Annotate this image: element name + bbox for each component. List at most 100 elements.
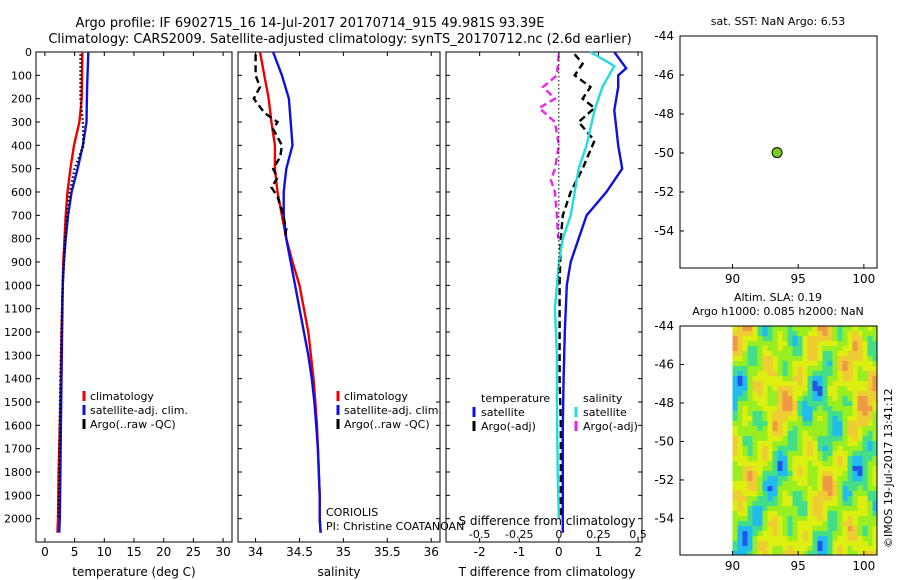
heatmap-cell <box>757 401 763 407</box>
heatmap-cell <box>772 506 778 512</box>
heatmap-cell <box>782 441 788 447</box>
heatmap-cell <box>862 421 868 427</box>
heatmap-cell <box>852 371 858 377</box>
heatmap-cell <box>792 476 798 482</box>
heatmap-cell <box>782 491 788 497</box>
heatmap-cell <box>857 481 863 487</box>
heatmap-cell <box>777 396 783 402</box>
heatmap-cell <box>767 496 773 502</box>
heatmap-cell <box>762 376 768 382</box>
heatmap-cell <box>752 396 758 402</box>
heatmap-cell <box>857 366 863 372</box>
heatmap-cell <box>757 501 763 507</box>
heatmap-cell <box>752 406 758 412</box>
heatmap-cell <box>832 366 838 372</box>
heatmap-cell <box>817 476 823 482</box>
heatmap-cell <box>847 511 853 517</box>
heatmap-cell <box>787 471 793 477</box>
heatmap-cell <box>827 381 833 387</box>
heatmap-cell <box>732 436 738 442</box>
heatmap-cell <box>832 511 838 517</box>
heatmap-cell <box>802 471 808 477</box>
heatmap-cell <box>777 476 783 482</box>
heatmap-cell <box>822 481 828 487</box>
heatmap-cell <box>822 436 828 442</box>
heatmap-cell <box>732 361 738 367</box>
heatmap-cell <box>832 326 838 332</box>
heatmap-cell <box>772 441 778 447</box>
heatmap-cell <box>837 451 843 457</box>
heatmap-cell <box>767 546 773 552</box>
heatmap-cell <box>767 506 773 512</box>
heatmap-cell <box>792 546 798 552</box>
heatmap-cell <box>757 411 763 417</box>
heatmap-cell <box>782 506 788 512</box>
heatmap-cell <box>742 346 748 352</box>
x-tick-label: 30 <box>215 545 230 559</box>
heatmap-cell <box>767 331 773 337</box>
heatmap-cell <box>832 346 838 352</box>
heatmap-cell <box>797 551 803 556</box>
heatmap-cell <box>807 531 813 537</box>
heatmap-cell <box>842 531 848 537</box>
heatmap-cell <box>752 356 758 362</box>
temperature-ticks: 0 5 10 15 20 25 30 <box>41 52 231 559</box>
heatmap-cell <box>872 511 878 517</box>
heatmap-cell <box>752 466 758 472</box>
heatmap-cell <box>802 331 808 337</box>
heatmap-cell <box>762 371 768 377</box>
heatmap-cell <box>857 426 863 432</box>
annotation-pi: PI: Christine COATANOAN <box>326 520 464 533</box>
heatmap-cell <box>832 516 838 522</box>
heatmap-cell <box>832 371 838 377</box>
heatmap-cell <box>787 416 793 422</box>
heatmap-cell <box>817 441 823 447</box>
heatmap-cell <box>792 551 798 556</box>
heatmap-cell <box>767 411 773 417</box>
heatmap-cell <box>782 461 788 467</box>
heatmap-cell <box>782 446 788 452</box>
heatmap-cell <box>767 466 773 472</box>
heatmap-cell <box>797 436 803 442</box>
heatmap-cell <box>787 401 793 407</box>
heatmap-cell <box>857 326 863 332</box>
heatmap-cell <box>872 476 878 482</box>
heatmap-cell <box>847 436 853 442</box>
heatmap-cell <box>757 341 763 347</box>
sla-heatmap <box>732 326 878 556</box>
heatmap-cell <box>777 536 783 542</box>
heatmap-cell <box>862 426 868 432</box>
heatmap-cell <box>767 486 773 492</box>
heatmap-cell <box>807 381 813 387</box>
heatmap-cell <box>872 376 878 382</box>
heatmap-cell <box>782 481 788 487</box>
heatmap-cell <box>822 431 828 437</box>
heatmap-cell <box>812 486 818 492</box>
heatmap-cell <box>832 541 838 547</box>
heatmap-cell <box>837 446 843 452</box>
heatmap-cell <box>817 506 823 512</box>
heatmap-cell <box>732 501 738 507</box>
heatmap-cell <box>787 516 793 522</box>
salinity-xlabel: salinity <box>317 565 360 579</box>
heatmap-cell <box>777 376 783 382</box>
heatmap-cell <box>732 346 738 352</box>
heatmap-cell <box>777 416 783 422</box>
heatmap-cell <box>822 356 828 362</box>
y-tick-label: 900 <box>11 256 32 269</box>
heatmap-cell <box>827 456 833 462</box>
heatmap-cell <box>772 351 778 357</box>
heatmap-cell <box>737 531 743 537</box>
heatmap-cell <box>792 521 798 527</box>
heatmap-cell <box>807 431 813 437</box>
heatmap-cell <box>752 471 758 477</box>
heatmap-cell <box>762 551 768 556</box>
heatmap-cell <box>827 341 833 347</box>
heatmap-cell <box>737 426 743 432</box>
heatmap-cell <box>787 351 793 357</box>
heatmap-cell <box>737 466 743 472</box>
legend-heading-temperature: temperature <box>481 392 550 405</box>
heatmap-cell <box>757 376 763 382</box>
heatmap-cell <box>812 536 818 542</box>
heatmap-cell <box>872 441 878 447</box>
